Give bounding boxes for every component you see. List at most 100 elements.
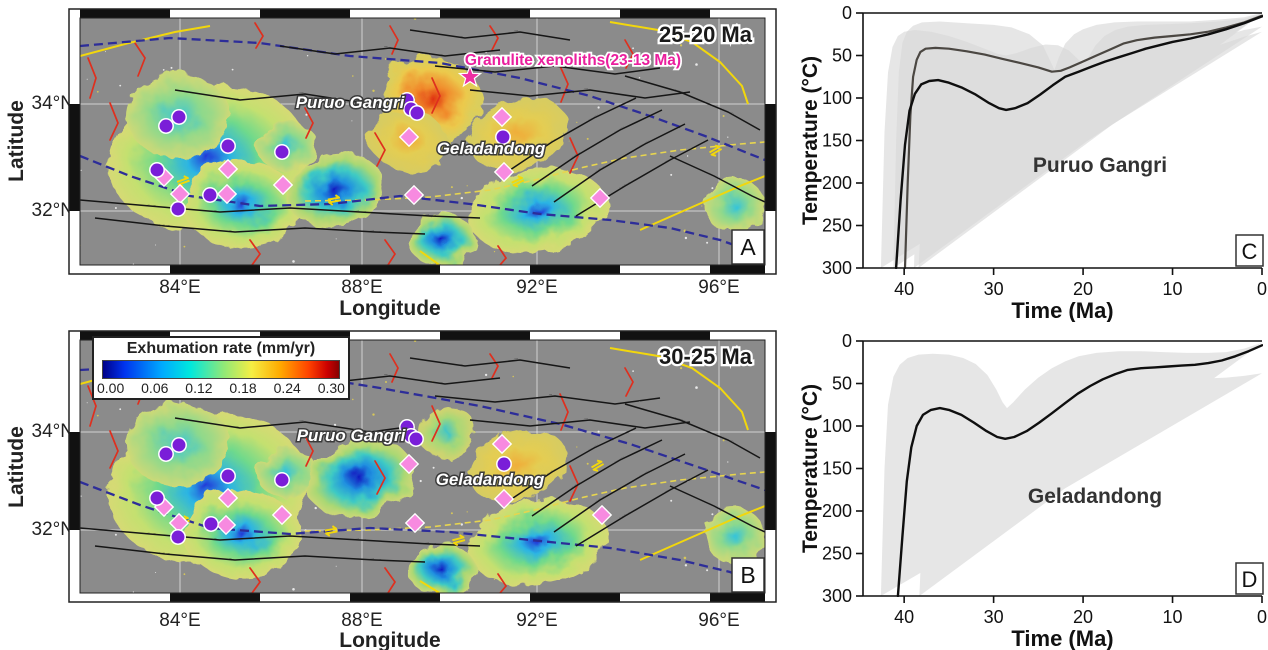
colorbar-tick: 0.24 bbox=[273, 380, 301, 396]
sample-circle-marker bbox=[149, 490, 165, 506]
y-tick-label: 200 bbox=[822, 501, 852, 521]
lon-tick-92e-a: 92°E bbox=[516, 277, 558, 298]
sample-circle-marker bbox=[409, 105, 425, 121]
reheating-path-deep bbox=[894, 15, 1263, 269]
sample-circle-marker bbox=[274, 144, 290, 160]
sample-diamond-marker bbox=[404, 512, 426, 534]
map-a-svg: ⇌⇌⇌⇌Granulite xenoliths(23-13 Ma)Puruo G… bbox=[68, 8, 777, 275]
reheating-path-shallow bbox=[903, 14, 1263, 269]
strike-slip-arrow-icon: ⇌ bbox=[450, 531, 467, 551]
sample-circle-marker bbox=[274, 472, 290, 488]
colorbar-tick: 0.00 bbox=[97, 380, 125, 396]
sample-circle-marker bbox=[149, 162, 165, 178]
map-a-host: ⇌ ⇌ ⇌ ⇌ Granulite xenoliths(23-13 Ma) Puruo G… bbox=[68, 8, 777, 280]
y-tick-label: 100 bbox=[822, 416, 852, 436]
strike-slip-arrow-icon: ⇌ bbox=[508, 171, 527, 192]
sample-diamond-marker bbox=[215, 514, 237, 536]
sample-diamond-marker bbox=[493, 488, 515, 510]
y-tick-label: 50 bbox=[832, 374, 852, 394]
lon-tick-88e-b: 88°E bbox=[341, 610, 383, 631]
y-tick-label: 250 bbox=[822, 544, 852, 564]
strike-slip-arrow-icon: ⇌ bbox=[323, 522, 339, 541]
y-tick-label: 50 bbox=[832, 46, 852, 66]
sample-diamond-marker bbox=[169, 183, 191, 205]
y-tick-label: 250 bbox=[822, 216, 852, 236]
chart-axes bbox=[856, 12, 1263, 275]
map-interior: ⇌⇌⇌⇌Granulite xenoliths(23-13 Ma)Puruo G… bbox=[80, 18, 765, 265]
x-tick-label: 40 bbox=[894, 607, 914, 627]
granulite-xenolith-star-icon bbox=[457, 64, 483, 88]
x-tick-label: 20 bbox=[1073, 279, 1093, 299]
sample-diamond-marker bbox=[271, 504, 293, 526]
colorbar-title: Exhumation rate (mm/yr) bbox=[126, 340, 316, 357]
sample-circle-marker bbox=[170, 529, 186, 545]
sample-circle-marker bbox=[495, 129, 511, 145]
sample-diamond-marker bbox=[493, 161, 515, 183]
sample-diamond-marker bbox=[589, 187, 611, 209]
place-label: Puruo Gangri bbox=[297, 426, 407, 445]
temperature-axis-label: Temperature (°C) bbox=[799, 56, 822, 225]
sample-diamond-marker bbox=[491, 106, 513, 128]
colorbar-tick: 0.18 bbox=[229, 380, 257, 396]
lon-tick-96e-a: 96°E bbox=[698, 277, 740, 298]
exhumation-rate-colorbar: Exhumation rate (mm/yr) 0.00 0.06 0.12 0… bbox=[92, 336, 350, 400]
lat-tick-34n-a: 34°N bbox=[31, 93, 74, 114]
sample-diamond-marker bbox=[591, 504, 613, 526]
sample-circle-marker bbox=[202, 187, 218, 203]
panel-d: 0 50 100 150 200 250 300 40 30 20 10 0 Time (Ma) Temp… bbox=[795, 328, 1268, 650]
place-label: Puruo Gangri bbox=[296, 93, 406, 112]
colorbar-tick: 0.30 bbox=[317, 380, 345, 396]
sample-diamond-marker bbox=[272, 174, 294, 196]
lon-tick-88e-a: 88°E bbox=[341, 277, 383, 298]
panel-b: Latitude 34°N 32°N ⇌⇌⇌⇌Puruo GangriGelad… bbox=[0, 330, 784, 650]
x-tick-label: 30 bbox=[984, 607, 1004, 627]
lat-tick-34n-b: 34°N bbox=[31, 421, 74, 442]
sample-diamond-marker bbox=[403, 184, 425, 206]
temperature-axis-label: Temperature (°C) bbox=[799, 384, 822, 553]
x-tick-label: 10 bbox=[1163, 279, 1183, 299]
longitude-axis-label-a: Longitude bbox=[339, 297, 441, 320]
sample-diamond-marker bbox=[216, 183, 238, 205]
panel-a: Latitude 34°N 32°N ⇌ ⇌ ⇌ ⇌ Granulite xenolit… bbox=[0, 0, 784, 330]
panel-letter: A bbox=[740, 234, 756, 260]
sample-circle-marker bbox=[220, 468, 236, 484]
sample-circle-marker bbox=[171, 109, 187, 125]
sample-circle-marker bbox=[220, 138, 236, 154]
chart-axes bbox=[856, 340, 1263, 603]
colorbar-tick: 0.12 bbox=[185, 380, 213, 396]
sample-circle-marker bbox=[203, 516, 219, 532]
panel-letter: B bbox=[740, 562, 755, 588]
x-tick-label: 40 bbox=[894, 279, 914, 299]
lon-tick-96e-b: 96°E bbox=[698, 610, 740, 631]
panel-letter: C bbox=[1242, 239, 1258, 264]
lon-tick-84e-a: 84°E bbox=[159, 277, 201, 298]
sample-diamond-marker bbox=[168, 512, 190, 534]
y-tick-label: 300 bbox=[822, 586, 852, 606]
confidence-envelope bbox=[880, 13, 1262, 268]
sample-diamond-marker bbox=[217, 158, 239, 180]
sample-circle-marker bbox=[496, 456, 512, 472]
colorbar-ticks: 0.00 0.06 0.12 0.18 0.24 0.30 bbox=[94, 379, 348, 396]
colorbar-tick: 0.06 bbox=[141, 380, 169, 396]
sample-diamond-marker bbox=[217, 487, 239, 509]
place-label: Geladandong bbox=[436, 470, 545, 489]
y-tick-label: 150 bbox=[822, 459, 852, 479]
sample-circle-marker bbox=[158, 118, 174, 134]
y-tick-label: 300 bbox=[822, 258, 852, 278]
sample-circle-marker bbox=[158, 446, 174, 462]
panel-c: 0 50 100 150 200 250 300 40 30 20 10 0 Time (Ma) Temp… bbox=[795, 0, 1268, 323]
y-tick-label: 100 bbox=[822, 88, 852, 108]
y-tick-label: 200 bbox=[822, 173, 852, 193]
sample-circle-marker bbox=[170, 201, 186, 217]
x-tick-label: 10 bbox=[1163, 607, 1183, 627]
lat-tick-32n-b: 32°N bbox=[31, 519, 74, 540]
y-tick-label: 0 bbox=[842, 331, 852, 351]
lat-tick-32n-a: 32°N bbox=[31, 200, 74, 221]
colorbar-gradient bbox=[102, 360, 340, 379]
sample-diamond-marker bbox=[491, 433, 513, 455]
x-tick-label: 0 bbox=[1257, 607, 1267, 627]
granulite-xenoliths-annotation: Granulite xenoliths(23-13 Ma) bbox=[465, 52, 681, 69]
